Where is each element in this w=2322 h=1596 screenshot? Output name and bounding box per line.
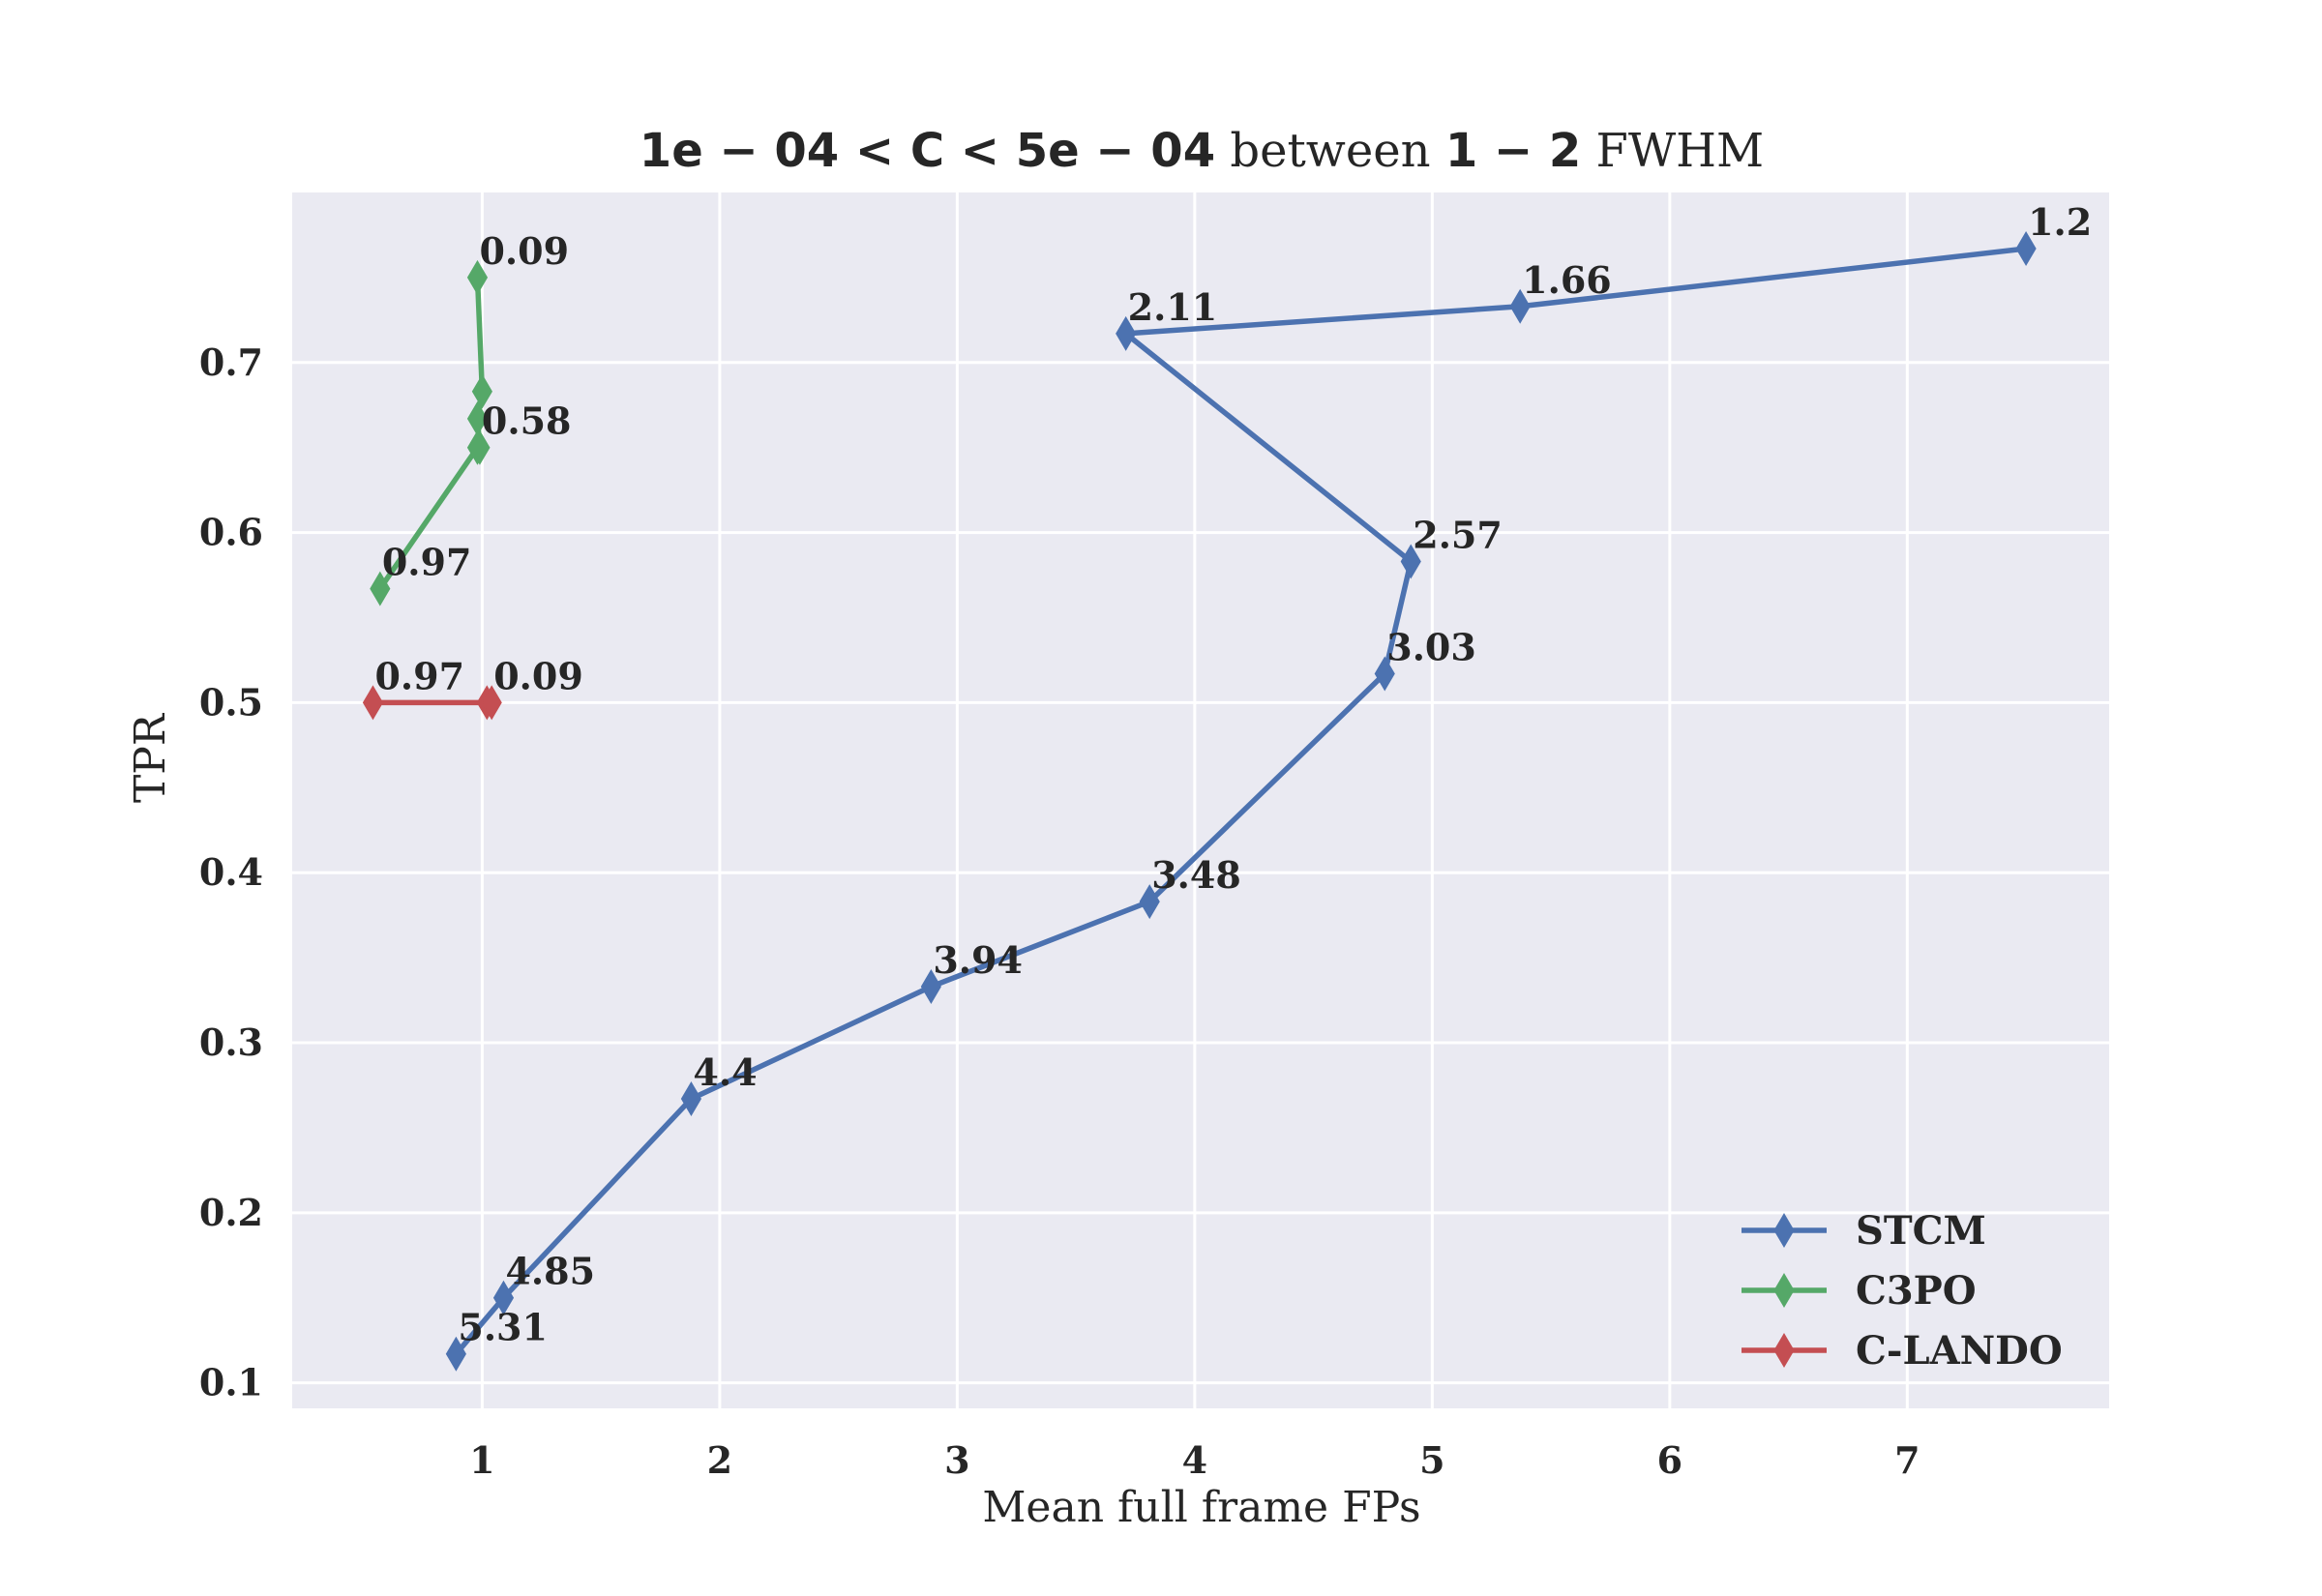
data-point-stcm — [492, 1280, 515, 1315]
data-point-stcm — [920, 969, 941, 1004]
point-label-stcm: 2.57 — [1413, 513, 1503, 556]
data-point-stcm — [680, 1081, 702, 1117]
y-tick-label: 0.3 — [199, 1020, 263, 1064]
point-label-c3po: 0.97 — [382, 541, 472, 584]
data-point-c-lando — [362, 685, 384, 721]
legend: STCM C3PO C-LANDO — [1742, 1208, 2063, 1374]
x-axis-label: Mean full frame FPs — [982, 1483, 1420, 1532]
chart-title: 1e − 04 < C < 5e − 04 between 1 − 2 FWHM — [640, 124, 1764, 178]
legend-item-c3po: C3PO — [1742, 1268, 1977, 1314]
y-axis-label: TPR — [126, 712, 175, 803]
data-point-stcm — [1139, 884, 1160, 920]
y-tick-label: 0.4 — [199, 850, 263, 894]
point-label-stcm: 1.66 — [1522, 258, 1612, 302]
grid — [292, 192, 2109, 1408]
data-point-c3po — [370, 571, 391, 606]
point-label-stcm: 5.31 — [458, 1306, 548, 1349]
legend-label: C-LANDO — [1856, 1328, 2063, 1374]
data-point-stcm — [1374, 656, 1395, 692]
x-tick-label: 7 — [1894, 1438, 1920, 1482]
title-part: between — [1215, 124, 1445, 178]
legend-item-stcm: STCM — [1742, 1208, 1986, 1254]
x-tick-label: 5 — [1419, 1438, 1444, 1482]
y-tick-label: 0.2 — [199, 1191, 263, 1234]
point-label-c3po: 0.09 — [479, 229, 569, 273]
title-part: 1e − 04 < C < 5e − 04 — [640, 124, 1215, 178]
series-stcm — [445, 231, 2037, 1372]
legend-label: STCM — [1856, 1208, 1986, 1254]
legend-marker — [1773, 1333, 1795, 1368]
y-tick-label: 0.5 — [199, 680, 263, 724]
y-tick-label: 0.7 — [199, 340, 263, 384]
series-c-lando — [362, 685, 502, 721]
data-point-c3po — [466, 400, 489, 436]
x-tick-label: 4 — [1182, 1438, 1207, 1482]
title-part: FWHM — [1581, 124, 1764, 178]
point-label-stcm: 3.03 — [1386, 626, 1476, 669]
point-labels: 5.31 4.85 4.4 3.94 3.48 3.03 2.57 2.11 1.66 1.2 0.… — [374, 200, 2092, 1349]
y-tick-label: 0.1 — [199, 1361, 263, 1404]
y-tick-label: 0.6 — [199, 511, 263, 554]
data-point-stcm — [2015, 231, 2037, 267]
x-tick-label: 6 — [1657, 1438, 1682, 1482]
x-tick-label: 1 — [469, 1438, 494, 1482]
data-point-stcm — [1509, 288, 1531, 324]
x-tick-label: 2 — [707, 1438, 732, 1482]
data-point-c-lando — [481, 685, 502, 721]
series-c3po — [370, 259, 492, 606]
legend-label: C3PO — [1856, 1268, 1977, 1314]
point-label-c-lando: 0.97 — [374, 654, 464, 697]
data-point-stcm — [1400, 544, 1421, 579]
data-point-stcm — [1116, 315, 1137, 351]
x-tick-label: 3 — [944, 1438, 969, 1482]
point-label-stcm: 3.48 — [1151, 853, 1241, 897]
point-label-c-lando: 0.09 — [493, 654, 583, 697]
point-label-stcm: 3.94 — [933, 938, 1023, 982]
title-part: 1 − 2 — [1445, 124, 1581, 178]
data-point-c3po — [471, 373, 492, 409]
legend-item-c-lando: C-LANDO — [1742, 1328, 2063, 1374]
point-label-c3po: 0.58 — [482, 399, 572, 443]
data-point-c3po — [466, 259, 489, 295]
point-label-stcm: 4.85 — [505, 1250, 595, 1293]
point-label-stcm: 1.2 — [2028, 200, 2092, 244]
data-point-c3po — [469, 429, 491, 465]
plot-area — [292, 192, 2109, 1408]
ticks: 1 2 3 4 5 6 7 0.1 0.2 0.3 0.4 0.5 0.6 0.7 — [199, 340, 1920, 1482]
point-label-stcm: 4.4 — [693, 1050, 757, 1094]
legend-marker — [1773, 1273, 1795, 1308]
series-line-stcm — [454, 246, 2027, 1356]
point-label-stcm: 2.11 — [1128, 285, 1218, 329]
data-point-stcm — [445, 1336, 466, 1372]
legend-marker — [1773, 1213, 1795, 1248]
series-layer — [362, 231, 2037, 1372]
